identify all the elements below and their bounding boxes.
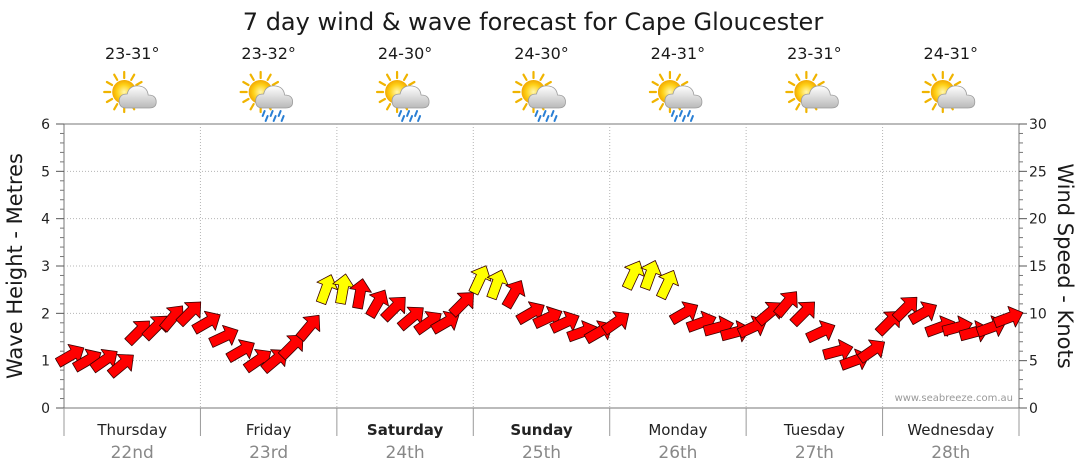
wind-arrow: [448, 292, 474, 318]
wind-arrows: [54, 260, 1024, 379]
day-name-label: Wednesday: [907, 421, 994, 439]
wind-arrow: [486, 269, 509, 301]
wind-arrow: [349, 278, 372, 310]
day-date-label: 25th: [522, 443, 561, 463]
day-date-label: 28th: [931, 443, 970, 463]
left-tick-label: 6: [41, 117, 50, 133]
day-date-label: 26th: [658, 443, 697, 463]
day-name-label: Tuesday: [783, 421, 845, 439]
wind-arrow: [600, 311, 630, 336]
day-name-label: Thursday: [96, 421, 167, 439]
wind-arrow: [639, 260, 662, 291]
wind-arrow: [295, 314, 321, 342]
left-tick-label: 4: [41, 212, 50, 228]
wind-arrow: [315, 274, 338, 305]
day-date-label: 22nd: [111, 443, 154, 463]
right-tick-label: 5: [1029, 354, 1038, 370]
wind-arrow: [260, 349, 288, 374]
day-date-label: 27th: [795, 443, 834, 463]
showers-icon: [239, 70, 294, 122]
gridlines: [64, 124, 1019, 408]
wind-arrow: [805, 320, 836, 344]
y-axis-left-label: Wave Height - Metres: [3, 153, 27, 379]
showers-icon: [648, 70, 703, 122]
y-axis-right-label: Wind Speed - Knots: [1053, 163, 1077, 368]
right-tick-label: 15: [1029, 259, 1047, 275]
chart-title: 7 day wind & wave forecast for Cape Glou…: [243, 8, 824, 36]
wind-arrow: [141, 315, 168, 342]
wind-arrow: [191, 310, 221, 335]
wind-arrow: [789, 301, 816, 328]
weather-row: 23-31° 23-32° 24-30° 24-30° 24-31° 23-31° 24-3…: [103, 44, 979, 122]
left-tick-label: 5: [41, 164, 50, 180]
temperature-range-label: 24-30°: [378, 44, 433, 63]
wind-arrow: [992, 305, 1024, 328]
wind-arrow: [468, 265, 492, 296]
x-axis-day-labels: Thursday 22nd Friday 23rd Saturday 24th Sunday…: [63, 408, 1020, 463]
wind-arrow: [874, 311, 901, 337]
wind-arrow: [277, 334, 304, 361]
wind-arrow: [773, 291, 798, 319]
day-name-label: Sunday: [510, 421, 573, 439]
right-tick-label: 25: [1029, 164, 1047, 180]
wind-arrow: [856, 339, 886, 364]
right-tick-label: 0: [1029, 401, 1038, 417]
left-tick-label: 0: [41, 401, 50, 417]
partly-cloudy-icon: [785, 70, 839, 114]
day-date-label: 23rd: [249, 443, 288, 463]
right-tick-label: 10: [1029, 306, 1047, 322]
wind-arrow: [621, 260, 645, 291]
temperature-range-label: 23-31°: [787, 44, 842, 63]
right-tick-label: 30: [1029, 117, 1047, 133]
day-name-label: Monday: [648, 421, 707, 439]
wind-arrow: [668, 301, 699, 326]
wind-arrow: [501, 280, 526, 310]
temperature-range-label: 23-32°: [241, 44, 296, 63]
day-date-label: 24th: [386, 443, 425, 463]
temperature-range-label: 24-31°: [924, 44, 979, 63]
left-tick-label: 3: [41, 259, 50, 275]
wind-arrow: [656, 269, 679, 301]
wind-arrow: [430, 310, 460, 335]
temperature-range-label: 24-31°: [651, 44, 706, 63]
day-name-label: Friday: [246, 421, 292, 439]
left-axis: 0 1 2 3 4 5 6: [41, 117, 64, 417]
right-tick-label: 20: [1029, 212, 1047, 228]
showers-icon: [512, 70, 566, 122]
wind-arrow: [175, 301, 202, 328]
wind-arrow: [365, 289, 389, 319]
partly-cloudy-icon: [921, 70, 976, 114]
wind-arrow: [225, 339, 255, 363]
day-name-label: Saturday: [367, 421, 444, 439]
wind-arrow: [106, 354, 134, 379]
wind-arrow: [208, 324, 239, 348]
left-tick-label: 1: [41, 354, 50, 370]
credit-watermark: www.seabreeze.com.au: [895, 393, 1013, 404]
showers-icon: [375, 70, 430, 122]
temperature-range-label: 23-31°: [105, 44, 160, 63]
wind-arrow: [754, 301, 782, 327]
wind-arrow: [380, 296, 406, 323]
right-axis: 0 5 10 15 20 25 30: [1019, 117, 1047, 417]
wind-arrow: [907, 301, 937, 326]
left-tick-label: 2: [41, 306, 50, 322]
temperature-range-label: 24-30°: [514, 44, 569, 63]
partly-cloudy-icon: [103, 70, 157, 114]
